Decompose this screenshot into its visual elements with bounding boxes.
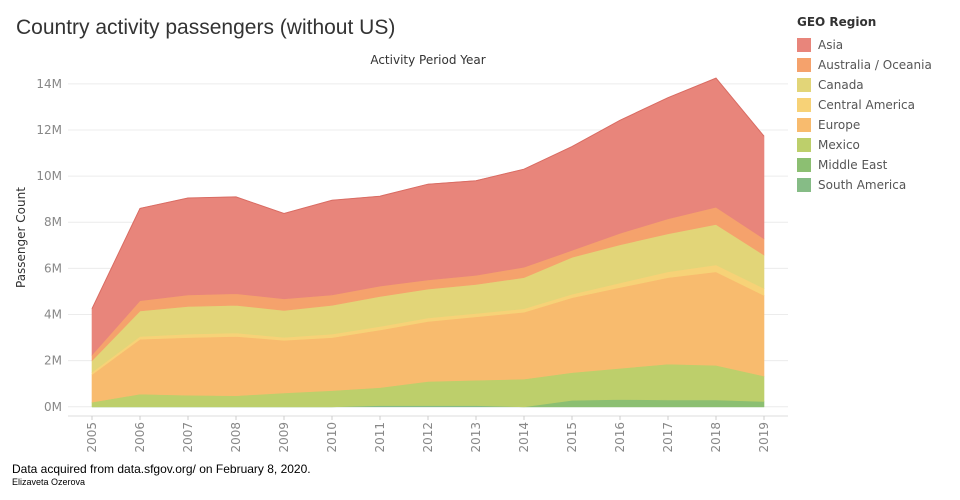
legend-item-asia[interactable]: Asia (797, 35, 932, 55)
legend-label: Mexico (818, 138, 860, 152)
legend-item-australia-oceania[interactable]: Australia / Oceania (797, 55, 932, 75)
x-tick-label: 2013 (469, 422, 483, 453)
x-tick-label: 2005 (85, 422, 99, 453)
chart-subtitle: Activity Period Year (370, 53, 486, 67)
legend-item-central-america[interactable]: Central America (797, 95, 932, 115)
legend-swatch (797, 38, 811, 52)
x-tick-label: 2015 (565, 422, 579, 453)
legend-swatch (797, 158, 811, 172)
legend-items: Asia Australia / Oceania Canada Central Ame… (797, 35, 932, 195)
y-tick-label: 12M (36, 123, 62, 137)
x-tick-label: 2014 (517, 422, 531, 453)
y-tick-label: 0M (44, 400, 62, 414)
legend-swatch (797, 118, 811, 132)
legend-swatch (797, 58, 811, 72)
legend-label: Canada (818, 78, 864, 92)
x-tick-label: 2011 (373, 422, 387, 453)
legend-title: GEO Region (797, 15, 877, 29)
x-tick-label: 2008 (229, 422, 243, 453)
legend-item-canada[interactable]: Canada (797, 75, 932, 95)
legend-swatch (797, 178, 811, 192)
x-tick-label: 2012 (421, 422, 435, 453)
x-tick-label: 2010 (325, 422, 339, 453)
x-tick-label: 2019 (757, 422, 771, 453)
x-axis-ticks: 2005 2006 2007 2008 2009 2010 2011 2012 2013 2014… (85, 416, 771, 453)
legend-item-middle-east[interactable]: Middle East (797, 155, 932, 175)
legend-item-europe[interactable]: Europe (797, 115, 932, 135)
legend-swatch (797, 98, 811, 112)
x-tick-label: 2018 (709, 422, 723, 453)
legend-swatch (797, 138, 811, 152)
page-title: Country activity passengers (without US) (16, 16, 396, 39)
y-tick-label: 6M (44, 261, 62, 275)
y-tick-label: 10M (36, 169, 62, 183)
author-note: Elizaveta Ozerova (12, 477, 86, 487)
legend: GEO Region Asia Australia / Oceania Canada… (797, 15, 932, 195)
y-axis-ticks: 0M 2M 4M 6M 8M 10M 12M 14M (36, 77, 62, 414)
x-tick-label: 2016 (613, 422, 627, 453)
legend-label: South America (818, 178, 907, 192)
legend-label: Central America (818, 98, 916, 112)
y-tick-label: 8M (44, 215, 62, 229)
total-outline (91, 77, 765, 309)
y-tick-label: 14M (36, 77, 62, 91)
y-tick-label: 4M (44, 308, 62, 322)
legend-swatch (797, 78, 811, 92)
source-note: Data acquired from data.sfgov.org/ on Fe… (12, 462, 311, 476)
y-tick-label: 2M (44, 354, 62, 368)
x-tick-label: 2009 (277, 422, 291, 453)
legend-item-south-america[interactable]: South America (797, 175, 932, 195)
x-tick-label: 2006 (133, 422, 147, 453)
x-tick-label: 2007 (181, 422, 195, 453)
x-tick-label: 2017 (661, 422, 675, 453)
legend-item-mexico[interactable]: Mexico (797, 135, 932, 155)
legend-label: Australia / Oceania (818, 58, 932, 72)
legend-label: Middle East (818, 158, 888, 172)
legend-label: Europe (818, 118, 861, 132)
area-series-group (91, 77, 765, 408)
legend-label: Asia (818, 38, 844, 52)
